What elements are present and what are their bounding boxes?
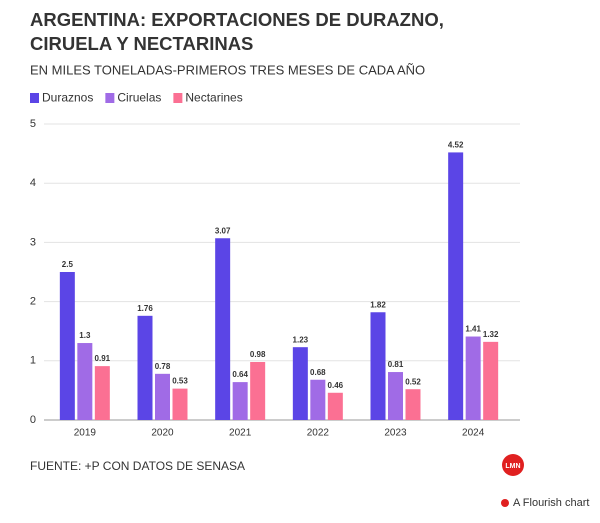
data-label: 0.81 <box>388 360 404 369</box>
data-label: 0.78 <box>155 362 171 371</box>
data-label: 1.82 <box>370 300 386 309</box>
data-label: 0.64 <box>232 370 248 379</box>
bar <box>465 336 481 420</box>
data-label: 3.07 <box>215 226 231 235</box>
x-tick-label: 2021 <box>229 428 252 439</box>
data-label: 0.68 <box>310 368 326 377</box>
legend-swatch <box>173 93 183 103</box>
credit: A Flourish chart <box>513 497 589 509</box>
source: FUENTE: +P CON DATOS DE SENASA <box>30 459 245 473</box>
data-label: 1.23 <box>293 335 309 344</box>
logo: LMN <box>505 463 520 470</box>
data-label: 0.98 <box>250 350 266 359</box>
bar <box>292 347 308 420</box>
data-label: 0.52 <box>405 377 421 386</box>
data-label: 4.52 <box>448 141 464 150</box>
data-label: 0.46 <box>328 381 344 390</box>
data-label: 0.91 <box>95 354 111 363</box>
y-tick-label: 4 <box>30 177 36 189</box>
data-label: 0.53 <box>172 377 188 386</box>
bar <box>405 389 421 420</box>
data-label: 1.3 <box>79 331 91 340</box>
legend-swatch <box>105 93 115 103</box>
bar <box>388 372 403 420</box>
bar <box>215 238 231 420</box>
y-tick-label: 0 <box>30 414 36 426</box>
x-tick-label: 2020 <box>151 428 174 439</box>
bar <box>155 373 170 420</box>
legend-label: Duraznos <box>42 91 93 105</box>
bar <box>370 312 386 420</box>
credit-icon <box>501 499 509 507</box>
bar <box>327 392 343 420</box>
y-tick-label: 5 <box>30 118 36 130</box>
subtitle: EN MILES TONELADAS-PRIMEROS TRES MESES D… <box>30 62 425 77</box>
bar <box>59 272 75 420</box>
bar <box>310 379 326 420</box>
bar <box>483 341 499 420</box>
chart-title: ARGENTINA: EXPORTACIONES DE DURAZNO, CIR… <box>30 9 444 54</box>
legend-label: Nectarines <box>185 91 242 105</box>
x-tick-label: 2022 <box>307 428 330 439</box>
bar <box>77 343 93 420</box>
x-tick-label: 2024 <box>462 428 485 439</box>
data-label: 1.32 <box>483 330 499 339</box>
data-label: 1.76 <box>137 304 153 313</box>
legend-label: Ciruelas <box>117 91 161 105</box>
logo-circle <box>502 454 524 476</box>
data-label: 1.41 <box>465 325 481 334</box>
y-tick-label: 1 <box>30 355 36 367</box>
bar <box>448 152 464 420</box>
bar <box>250 361 266 420</box>
bar <box>232 382 248 420</box>
x-tick-label: 2019 <box>74 428 97 439</box>
y-tick-label: 3 <box>30 236 36 248</box>
y-tick-label: 2 <box>30 296 36 308</box>
x-tick-label: 2023 <box>384 428 407 439</box>
data-label: 2.5 <box>62 260 74 269</box>
legend-swatch <box>30 93 39 103</box>
bar <box>137 315 153 420</box>
bar <box>94 366 110 420</box>
bar <box>172 388 188 420</box>
